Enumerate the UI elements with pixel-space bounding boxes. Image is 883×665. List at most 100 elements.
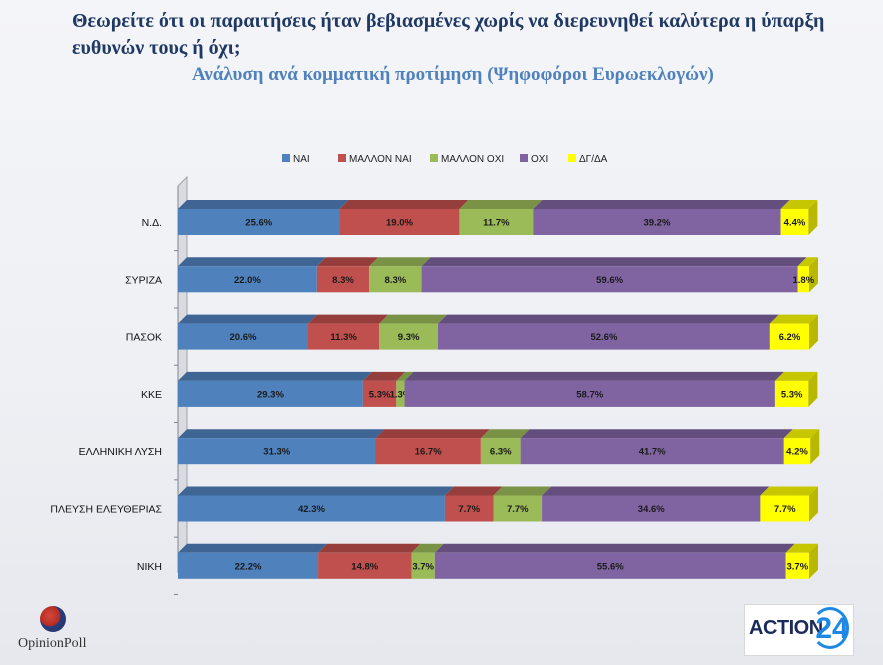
action24-logo-number: 24 (815, 612, 849, 645)
legend-label: ΜΑΛΛΟΝ ΝΑΙ (349, 154, 412, 165)
bar-segment-top (396, 371, 414, 381)
bar-segment (459, 209, 534, 235)
bar-segment-top (307, 314, 389, 324)
data-label: 1.8% (792, 275, 814, 286)
bar-segment-top (785, 543, 818, 553)
bar-segment (760, 495, 809, 522)
bar-segment (178, 495, 445, 522)
data-label: 52.6% (590, 332, 617, 343)
data-label: 14.8% (351, 561, 378, 572)
category-label: ΕΛΛΗΝΙΚΗ ΛΥΣΗ (79, 446, 162, 458)
opinionpoll-logo: OpinionPoll (18, 606, 128, 656)
bar-segment-side (809, 314, 818, 350)
bar-segment (411, 552, 435, 579)
bar-segment (178, 209, 340, 235)
bar-segment-top (411, 543, 444, 553)
bar-segment-top (783, 429, 820, 439)
bar-segment-top (316, 257, 379, 267)
data-label: 22.0% (234, 275, 261, 286)
data-label: 55.6% (597, 561, 624, 572)
bar-segment (774, 380, 809, 407)
data-label: 8.3% (332, 275, 354, 286)
bar-segment-top (774, 371, 818, 381)
data-label: 11.3% (330, 332, 357, 343)
bar-segment-top (421, 257, 807, 267)
opinionpoll-logo-mark (40, 606, 66, 632)
bar-segment (396, 380, 405, 407)
bar-segment (444, 495, 494, 522)
bar-segment (780, 209, 809, 235)
data-label: 9.3% (398, 332, 420, 343)
action24-logo-ring (811, 607, 849, 649)
bar-segment (783, 438, 811, 465)
data-label: 22.2% (235, 561, 262, 572)
category-label: ΝΙΚΗ (137, 561, 162, 573)
bar-segment-top (444, 486, 503, 496)
bar-segment-top (780, 200, 818, 209)
legend-label: ΝΑΙ (293, 154, 310, 165)
data-label: 5.3% (369, 389, 391, 400)
bar-segment-top (339, 200, 469, 209)
bar-segment-side (809, 486, 818, 522)
data-label: 3.7% (412, 561, 434, 572)
bar-segment (316, 266, 370, 293)
bar-segment-top (437, 314, 779, 324)
category-label: ΠΛΕΥΣΗ ΕΛΕΥΘΕΡΙΑΣ (50, 504, 162, 516)
bar-segment-top (318, 543, 421, 553)
bar-segment-top (178, 486, 454, 496)
bar-segment-top (369, 257, 431, 267)
bar-segment (493, 495, 543, 522)
data-label: 59.6% (596, 275, 623, 286)
bar-segment (542, 495, 761, 522)
bar-segment-top (542, 486, 770, 496)
data-label: 19.0% (386, 218, 413, 229)
bar-segment-side (809, 257, 818, 293)
data-label: 1.3% (390, 389, 412, 400)
data-label: 41.7% (639, 447, 666, 458)
bar-segment (533, 209, 781, 235)
data-label: 39.2% (643, 218, 670, 229)
bar-segment-top (178, 257, 326, 267)
bar-segment-side (808, 371, 818, 407)
legend-label: ΜΑΛΛΟΝ ΟΧΙ (441, 154, 504, 165)
legend-swatch (520, 154, 528, 162)
legend-swatch (338, 154, 346, 162)
bar-segment-top (375, 429, 490, 439)
data-label: 4.2% (786, 447, 808, 458)
action24-logo-text: ACTION (749, 617, 823, 639)
data-label: 7.7% (774, 504, 796, 515)
bar-segment (339, 209, 460, 235)
legend-swatch (568, 154, 576, 162)
data-label: 7.7% (507, 504, 529, 515)
action24-logo: ACTION 24 (744, 604, 854, 656)
bar-segment-top (769, 314, 818, 324)
data-label: 6.3% (490, 447, 512, 458)
bar-segment-top (178, 200, 349, 209)
bar-segment (178, 266, 317, 293)
bar-segment-top (493, 486, 552, 496)
bar-segment-top (178, 371, 372, 381)
data-label: 3.7% (786, 561, 808, 572)
bar-segment-top (362, 371, 406, 381)
bar-segment (362, 380, 397, 407)
bar-segment (797, 266, 809, 293)
data-label: 11.7% (483, 218, 510, 229)
bar-segment-top (480, 429, 530, 439)
bar-segment (379, 323, 438, 350)
bar-segment-top (178, 314, 317, 324)
bar-segment-side (809, 543, 818, 579)
bar-segment-top (178, 543, 328, 553)
bar-segment (178, 438, 376, 465)
bar-segment (178, 380, 363, 407)
legend-swatch (430, 154, 438, 162)
data-label: 5.3% (781, 389, 803, 400)
bar-segment-top (797, 257, 818, 267)
bar-segment (404, 380, 775, 407)
opinionpoll-logo-text: OpinionPoll (18, 636, 87, 651)
data-label: 58.7% (576, 389, 603, 400)
bar-segment-top (533, 200, 790, 209)
data-label: 20.6% (230, 332, 257, 343)
legend-label: ΟΧΙ (531, 154, 548, 165)
chart-subtitle: Ανάλυση ανά κομματική προτίμηση (Ψηφοφόρ… (192, 64, 714, 85)
data-label: 29.3% (257, 389, 284, 400)
